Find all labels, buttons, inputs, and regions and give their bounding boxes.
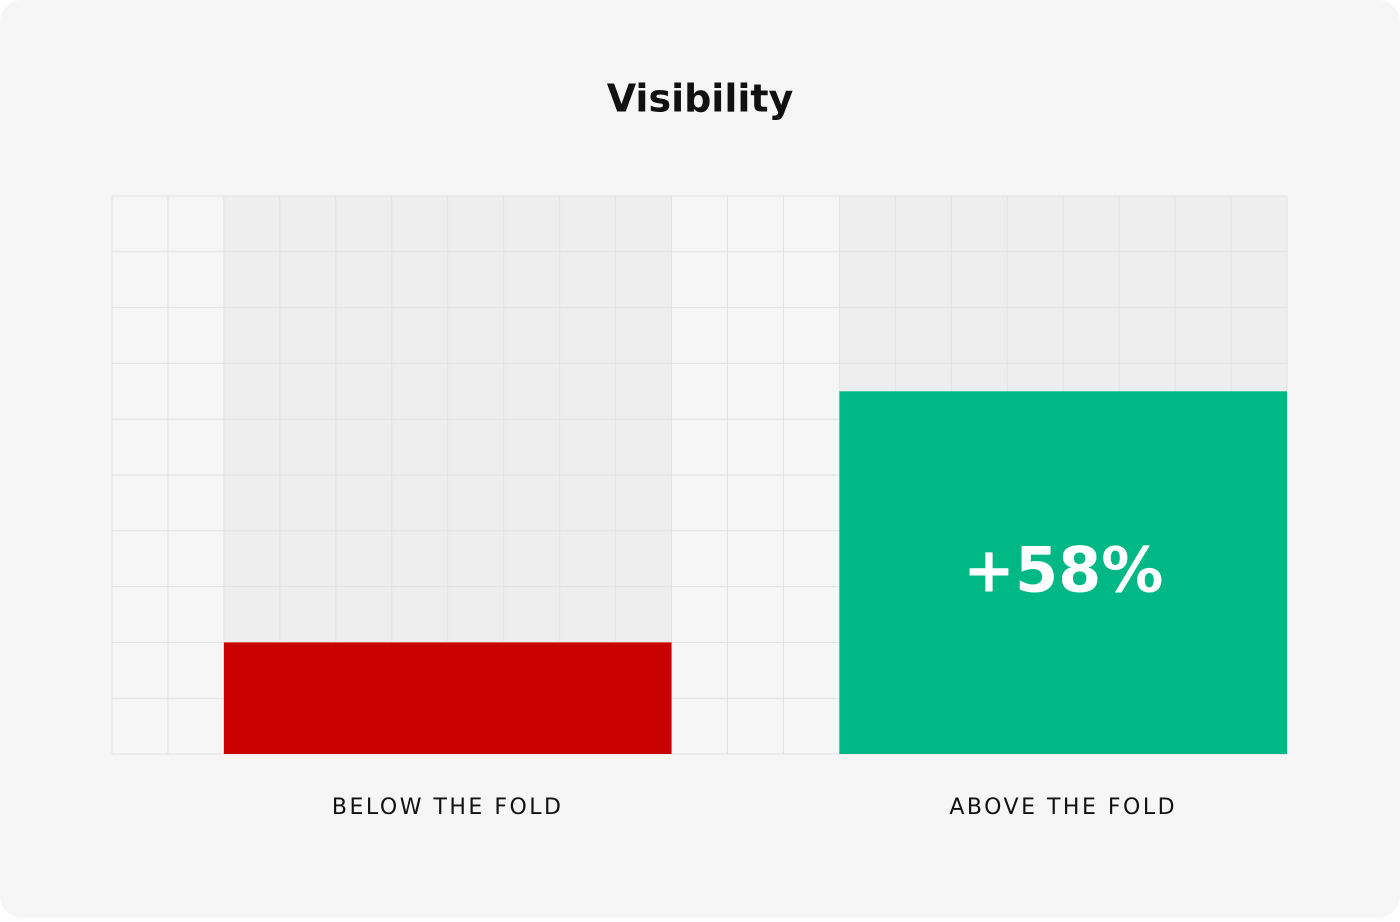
annotation: +58% bbox=[963, 534, 1163, 607]
plot: BELOW THE FOLD ABOVE THE FOLD +58% bbox=[223, 391, 1287, 820]
x-tick-label: BELOW THE FOLD bbox=[332, 795, 564, 820]
x-tick-label: ABOVE THE FOLD bbox=[949, 795, 1177, 820]
bar bbox=[223, 642, 672, 754]
bar bbox=[839, 391, 1287, 754]
chart-title: Visibility bbox=[607, 77, 794, 121]
